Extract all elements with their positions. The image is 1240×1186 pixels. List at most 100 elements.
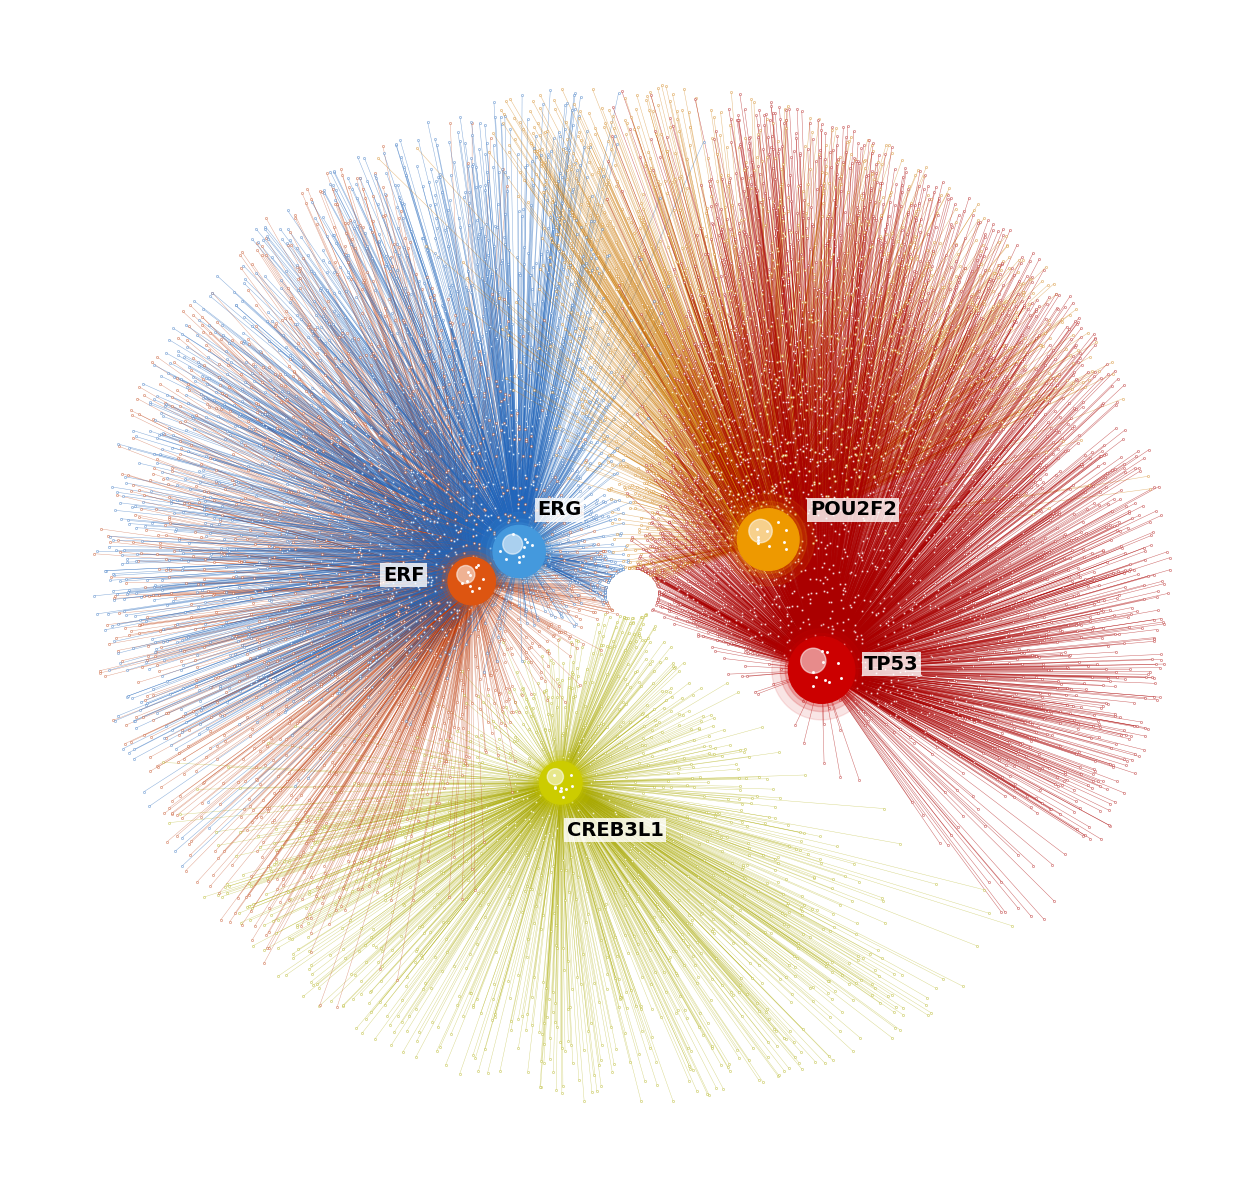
Point [1054,548,1074,567]
Point [650,147,670,166]
Point [366,871,386,890]
Point [563,653,583,672]
Point [314,755,334,774]
Point [652,524,672,543]
Point [702,332,722,351]
Point [285,716,305,735]
Point [941,215,961,234]
Point [622,613,642,632]
Point [773,315,792,334]
Point [1027,668,1047,687]
Point [541,81,560,100]
Point [432,320,451,339]
Point [153,580,172,599]
Point [259,591,279,610]
Point [810,850,830,869]
Point [420,567,440,586]
Point [487,330,507,349]
Point [1032,478,1052,497]
Point [918,185,937,204]
Point [854,652,874,671]
Point [645,777,665,796]
Point [718,305,738,324]
Point [277,746,296,765]
Point [750,403,770,422]
Point [588,162,608,181]
Point [579,347,599,366]
Point [259,923,279,942]
Point [389,594,409,613]
Point [921,686,941,704]
Point [613,560,632,579]
Point [1030,780,1050,799]
Point [466,686,486,704]
Point [797,340,817,359]
Point [346,872,366,891]
Point [370,574,389,593]
Point [324,225,343,244]
Point [589,363,609,382]
Point [472,326,492,345]
Point [526,127,546,146]
Point [1125,716,1145,735]
Point [334,997,353,1016]
Point [862,355,882,374]
Point [507,662,527,681]
Point [466,210,486,229]
Point [923,744,942,763]
Point [167,448,187,467]
Point [996,366,1016,385]
Point [376,186,396,205]
Point [753,519,773,538]
Point [1101,531,1121,550]
Point [312,208,332,227]
Point [339,178,358,197]
Point [830,1021,849,1040]
Point [497,181,517,200]
Point [536,825,556,844]
Point [528,113,548,132]
Point [954,434,973,453]
Point [712,250,732,269]
Point [497,167,517,186]
Point [849,516,869,535]
Point [864,329,884,347]
Point [265,671,285,690]
Point [672,372,692,391]
Point [677,601,697,620]
Point [734,268,754,287]
Point [325,530,345,549]
Point [740,502,760,521]
Point [126,584,146,602]
Point [675,502,694,521]
Point [727,318,746,337]
Point [1035,310,1055,329]
Point [588,610,608,629]
Point [343,414,363,433]
Point [1033,272,1053,291]
Point [892,221,911,240]
Point [750,325,770,344]
Point [299,315,319,334]
Point [671,825,691,844]
Point [247,630,267,649]
Point [322,585,342,604]
Point [154,470,174,489]
Point [792,906,812,925]
Text: POU2F2: POU2F2 [810,500,897,519]
Point [978,380,998,398]
Point [144,390,164,409]
Point [926,359,946,378]
Point [502,527,522,546]
Point [771,361,791,380]
Point [579,103,599,122]
Point [517,155,537,174]
Point [986,700,1006,719]
Point [780,836,800,855]
Point [1140,479,1159,498]
Point [541,536,560,555]
Point [863,283,883,302]
Point [255,382,275,401]
Point [689,812,709,831]
Point [430,729,450,748]
